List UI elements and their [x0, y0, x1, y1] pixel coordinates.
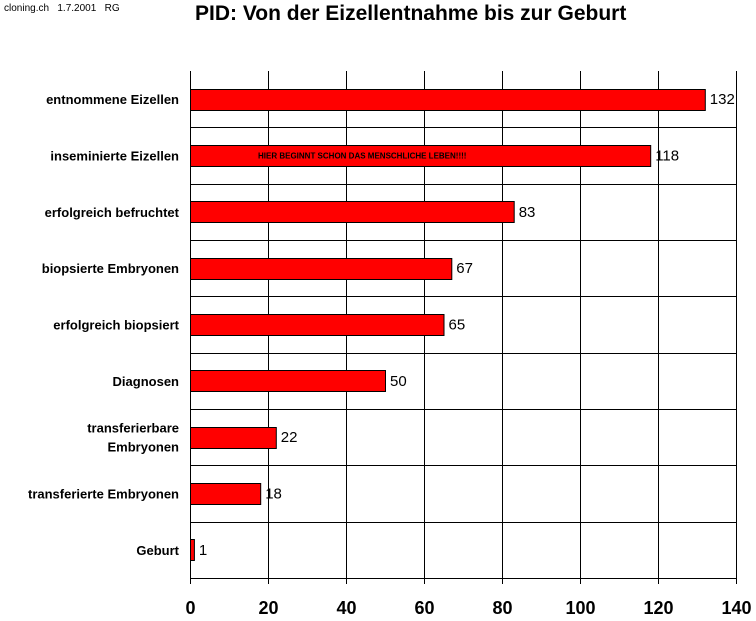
category-label: transferierbare [87, 421, 179, 436]
chart-title: PID: Von der Eizellentnahme bis zur Gebu… [195, 2, 627, 25]
category-label: erfolgreich befruchtet [45, 205, 180, 220]
bar [190, 314, 445, 336]
bar [190, 201, 515, 223]
credit-text: cloning.ch 1.7.2001 RG [4, 3, 120, 14]
category-label: entnommene Eizellen [46, 92, 179, 107]
bar [190, 89, 706, 111]
x-tick-label: 40 [336, 598, 356, 618]
data-label: 65 [449, 317, 466, 334]
data-label: 18 [265, 486, 282, 503]
category-label: transferierte Embryonen [28, 487, 179, 502]
bar [190, 370, 386, 392]
category-label: Geburt [136, 543, 179, 558]
x-tick-label: 120 [643, 598, 673, 618]
category-label: erfolgreich biopsiert [53, 318, 179, 333]
x-tick-label: 100 [565, 598, 595, 618]
data-label: 1 [199, 542, 207, 559]
category-label: inseminierte Eizellen [50, 149, 179, 164]
x-tick-label: 80 [492, 598, 512, 618]
data-label: 67 [456, 260, 473, 277]
category-label: Embryonen [107, 440, 179, 455]
x-tick-label: 0 [185, 598, 195, 618]
bar [190, 427, 277, 449]
bar [190, 258, 453, 280]
x-tick-label: 20 [258, 598, 278, 618]
x-tick-label: 140 [721, 598, 751, 618]
bar [190, 483, 262, 505]
category-label: biopsierte Embryonen [42, 261, 179, 276]
category-label: Diagnosen [113, 374, 180, 389]
data-label: 22 [281, 429, 298, 446]
x-tick-label: 60 [414, 598, 434, 618]
bar-annotation: HIER BEGINNT SCHON DAS MENSCHLICHE LEBEN… [258, 152, 466, 161]
data-label: 132 [710, 91, 735, 108]
bar [190, 539, 195, 561]
data-label: 118 [655, 148, 679, 165]
data-label: 83 [519, 204, 536, 221]
data-label: 50 [390, 373, 407, 390]
